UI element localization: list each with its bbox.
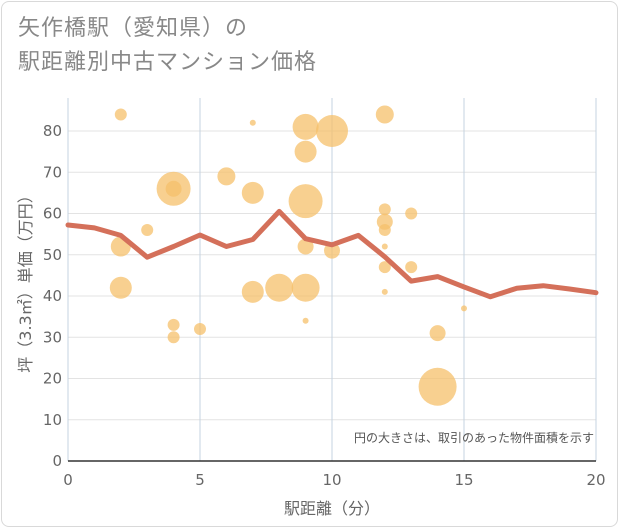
chart-title: 矢作橋駅（愛知県）の 駅距離別中古マンション価格 — [18, 12, 317, 80]
data-bubble — [165, 180, 182, 197]
data-bubble — [302, 317, 309, 324]
data-bubble — [141, 224, 154, 236]
data-bubble — [316, 115, 348, 147]
data-bubble — [461, 305, 467, 312]
data-bubble — [249, 119, 256, 126]
data-bubble — [241, 181, 264, 204]
y-axis-label: 坪（3.3㎡）単価（万円） — [16, 187, 35, 372]
data-bubble — [381, 288, 388, 295]
bubble-layer — [109, 105, 467, 406]
y-tick-label: 10 — [43, 411, 62, 429]
data-bubble — [418, 367, 457, 406]
data-bubble — [405, 261, 418, 274]
average-trend-line — [65, 208, 599, 300]
data-bubble — [265, 273, 294, 302]
data-bubble — [109, 276, 132, 299]
data-bubble — [378, 203, 391, 216]
y-tick-label: 40 — [43, 287, 62, 305]
data-bubble — [294, 140, 317, 163]
chart-note: 円の大きさは、取引のあった物件面積を示す — [354, 430, 594, 445]
y-tick-label: 20 — [43, 370, 62, 388]
data-bubble — [375, 105, 394, 124]
data-bubble — [291, 273, 320, 302]
y-tick-label: 30 — [43, 328, 62, 346]
y-tick-label: 80 — [43, 122, 62, 140]
x-tick-labels: 0 5 10 15 20 — [63, 471, 605, 489]
data-bubble — [429, 325, 446, 342]
data-bubble — [241, 280, 264, 303]
x-tick-label: 0 — [63, 471, 73, 489]
x-tick-label: 15 — [454, 471, 473, 489]
y-tick-label: 70 — [43, 163, 62, 181]
data-bubble — [114, 108, 127, 121]
data-bubble — [292, 113, 319, 140]
data-bubble — [378, 224, 391, 236]
data-bubble — [324, 242, 340, 259]
data-bubble — [378, 261, 391, 274]
data-bubble — [167, 331, 180, 344]
data-bubble — [405, 207, 418, 220]
data-bubble — [194, 323, 206, 335]
data-bubble — [167, 318, 180, 331]
data-bubble — [288, 184, 323, 219]
data-bubble — [217, 167, 236, 186]
y-tick-labels: 0 10 20 30 40 50 60 70 80 — [43, 122, 62, 470]
x-axis-label: 駅距離（分） — [284, 499, 380, 518]
y-tick-label: 50 — [43, 246, 62, 264]
data-bubble — [297, 238, 314, 255]
y-tick-label: 0 — [52, 452, 62, 470]
chart-title-line-2: 駅距離別中古マンション価格 — [18, 50, 318, 75]
x-tick-label: 20 — [586, 471, 605, 489]
x-tick-label: 10 — [322, 471, 341, 489]
x-tick-label: 5 — [195, 471, 205, 489]
data-bubble — [381, 243, 388, 250]
y-tick-label: 60 — [43, 205, 62, 223]
chart-title-line-1: 矢作橋駅（愛知県）の — [18, 16, 249, 41]
